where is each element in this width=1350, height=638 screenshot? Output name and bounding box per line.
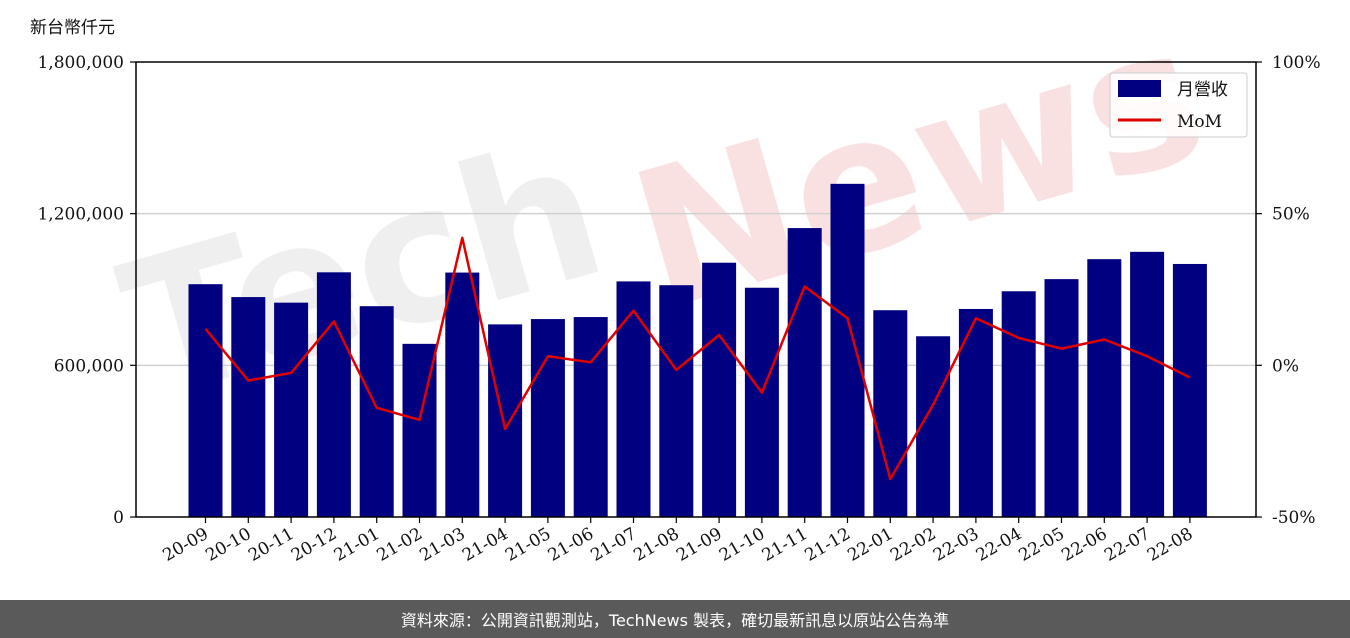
x-tick-label: 21-06	[545, 524, 597, 566]
bar	[702, 262, 737, 517]
bars	[188, 183, 1207, 518]
plot-frame	[135, 61, 1257, 518]
bar	[231, 297, 266, 517]
x-tick-label: 22-07	[1101, 524, 1153, 566]
mom-line	[204, 236, 1191, 481]
x-tick-label: 20-10	[202, 524, 254, 566]
bar	[274, 302, 309, 517]
x-tick-label: 21-05	[502, 524, 554, 566]
x-tick-label: 22-02	[887, 524, 939, 566]
bar	[1001, 291, 1036, 517]
x-tick-label: 20-09	[160, 524, 212, 566]
bar	[659, 285, 694, 517]
mom-line-layer	[204, 236, 1191, 481]
bar	[188, 284, 223, 517]
x-tick-label: 21-09	[673, 524, 725, 566]
x-tick-label: 21-11	[759, 524, 811, 566]
legend-line-label: MoM	[1177, 112, 1222, 132]
x-tick-label: 21-04	[459, 524, 511, 566]
y-left-tick-label: 1,800,000	[37, 53, 124, 73]
x-tick-label: 22-05	[1016, 524, 1068, 566]
bar	[1130, 251, 1165, 517]
chart: Tech News 0600,0001,200,0001,800,000-50%…	[30, 0, 1321, 566]
y-right-tick-label: 0%	[1272, 356, 1299, 376]
x-tick-label: 21-12	[802, 524, 854, 566]
bar	[530, 319, 565, 517]
y-right-tick-label: 50%	[1272, 205, 1310, 225]
y-left-tick-label: 1,200,000	[37, 205, 124, 225]
bar	[1172, 263, 1207, 517]
x-tick-label: 21-03	[416, 524, 468, 566]
x-tick-label: 22-04	[973, 524, 1025, 566]
y-unit-label: 新台幣仟元	[30, 18, 115, 38]
bar	[1087, 259, 1122, 517]
bar	[445, 272, 480, 517]
y-right-tick-label: -50%	[1272, 508, 1316, 528]
x-tick-label: 21-07	[588, 524, 640, 566]
x-tick-label: 20-11	[245, 524, 297, 566]
bar	[616, 281, 651, 517]
bar	[316, 272, 351, 517]
x-tick-label: 21-10	[716, 524, 768, 566]
bar	[830, 183, 865, 518]
bar	[873, 310, 908, 517]
x-tick-label: 22-03	[930, 524, 982, 566]
y-left-tick-label: 0	[113, 508, 124, 528]
source-footer: 資料來源：公開資訊觀測站，TechNews 製表，確切最新訊息以原站公告為準	[0, 600, 1350, 638]
legend: 月營收 MoM	[1109, 72, 1248, 138]
bar	[1044, 279, 1079, 517]
x-tick-label: 21-08	[630, 524, 682, 566]
legend-bar-label: 月營收	[1177, 80, 1228, 100]
y-right-tick-label: 100%	[1272, 53, 1321, 73]
x-tick-label: 21-01	[331, 524, 383, 566]
bar	[787, 228, 822, 517]
footer-text: 資料來源：公開資訊觀測站，TechNews 製表，確切最新訊息以原站公告為準	[400, 611, 950, 630]
x-tick-label: 20-12	[288, 524, 340, 566]
bar	[744, 287, 779, 517]
legend-bar-swatch	[1118, 80, 1161, 97]
x-tick-label: 22-06	[1058, 524, 1110, 566]
x-tick-label: 22-01	[844, 524, 896, 566]
x-tick-label: 21-02	[374, 524, 426, 566]
x-tick-label: 22-08	[1144, 524, 1196, 566]
y-left-tick-label: 600,000	[54, 356, 124, 376]
bar	[488, 324, 523, 517]
